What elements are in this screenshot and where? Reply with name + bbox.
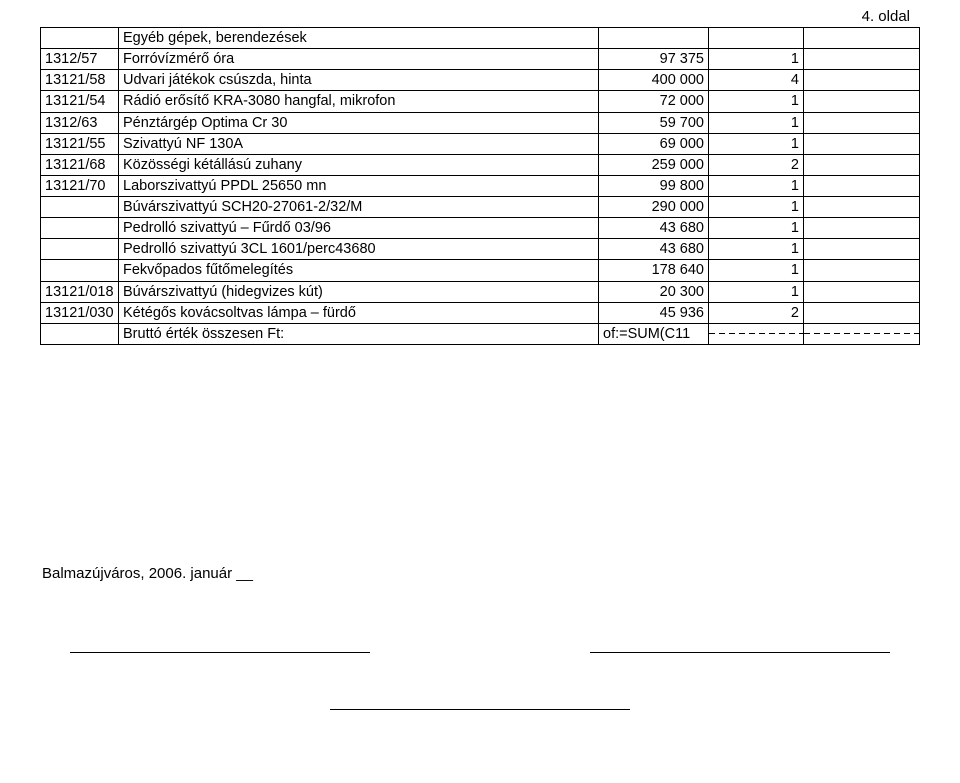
- cell-blank: [804, 175, 920, 196]
- cell-desc: Közösségi kétállású zuhany: [119, 154, 599, 175]
- cell-qty: 1: [709, 218, 804, 239]
- section-heading-row: Egyéb gépek, berendezések: [41, 28, 920, 49]
- cell-value: 20 300: [599, 281, 709, 302]
- cell-code: 13121/030: [41, 302, 119, 323]
- table-row: 13121/55Szivattyú NF 130A69 0001: [41, 133, 920, 154]
- cell-code: [41, 260, 119, 281]
- cell-desc: Búvárszivattyú (hidegvizes kút): [119, 281, 599, 302]
- cell-code: [41, 218, 119, 239]
- cell-blank: [804, 49, 920, 70]
- cell-blank: [804, 112, 920, 133]
- cell-qty: 1: [709, 133, 804, 154]
- total-label: Bruttó érték összesen Ft:: [119, 323, 599, 344]
- cell-blank: [804, 239, 920, 260]
- total-value: of:=SUM(C11: [599, 323, 709, 344]
- cell-desc: Pénztárgép Optima Cr 30: [119, 112, 599, 133]
- cell-value: 99 800: [599, 175, 709, 196]
- table-row: 13121/54Rádió erősítő KRA-3080 hangfal, …: [41, 91, 920, 112]
- table-row: 13121/68Közösségi kétállású zuhany259 00…: [41, 154, 920, 175]
- table-row: Búvárszivattyú SCH20-27061-2/32/M290 000…: [41, 197, 920, 218]
- cell-qty: 2: [709, 154, 804, 175]
- cell-value: 43 680: [599, 218, 709, 239]
- cell-blank: [804, 91, 920, 112]
- cell-value: 290 000: [599, 197, 709, 218]
- cell-blank: [804, 154, 920, 175]
- cell-blank: [41, 323, 119, 344]
- cell-qty: 1: [709, 175, 804, 196]
- cell-qty: 1: [709, 49, 804, 70]
- signature-row-top: [40, 652, 920, 654]
- total-dash: [709, 323, 804, 344]
- cell-qty: 1: [709, 239, 804, 260]
- cell-blank: [709, 28, 804, 49]
- total-row: Bruttó érték összesen Ft:of:=SUM(C11: [41, 323, 920, 344]
- cell-qty: 1: [709, 281, 804, 302]
- cell-code: [41, 239, 119, 260]
- cell-qty: 1: [709, 260, 804, 281]
- table-row: 1312/63Pénztárgép Optima Cr 3059 7001: [41, 112, 920, 133]
- cell-blank: [804, 70, 920, 91]
- table-row: 13121/018Búvárszivattyú (hidegvizes kút)…: [41, 281, 920, 302]
- cell-blank: [804, 302, 920, 323]
- cell-blank: [804, 197, 920, 218]
- cell-blank: [804, 260, 920, 281]
- table-row: 1312/57Forróvízmérő óra97 3751: [41, 49, 920, 70]
- table-row: Pedrolló szivattyú – Fűrdő 03/9643 6801: [41, 218, 920, 239]
- cell-code: 13121/68: [41, 154, 119, 175]
- footer-location-date: Balmazújváros, 2006. január __: [40, 565, 920, 582]
- cell-desc: Kétégős kovácsoltvas lámpa – fürdő: [119, 302, 599, 323]
- signature-row-bottom: [40, 709, 920, 711]
- signature-line-center: [330, 709, 630, 711]
- cell-code: 13121/018: [41, 281, 119, 302]
- cell-blank: [41, 28, 119, 49]
- cell-desc: Szivattyú NF 130A: [119, 133, 599, 154]
- cell-desc: Forróvízmérő óra: [119, 49, 599, 70]
- page: 4. oldal Egyéb gépek, berendezések1312/5…: [0, 0, 960, 731]
- cell-desc: Rádió erősítő KRA-3080 hangfal, mikrofon: [119, 91, 599, 112]
- signature-line-left: [70, 652, 370, 654]
- cell-code: 1312/63: [41, 112, 119, 133]
- cell-value: 69 000: [599, 133, 709, 154]
- cell-code: 1312/57: [41, 49, 119, 70]
- table-row: Fekvőpados fűtőmelegítés178 6401: [41, 260, 920, 281]
- cell-value: 400 000: [599, 70, 709, 91]
- cell-desc: Udvari játékok csúszda, hinta: [119, 70, 599, 91]
- cell-value: 59 700: [599, 112, 709, 133]
- cell-desc: Búvárszivattyú SCH20-27061-2/32/M: [119, 197, 599, 218]
- cell-blank: [804, 28, 920, 49]
- cell-qty: 4: [709, 70, 804, 91]
- cell-blank: [804, 281, 920, 302]
- cell-desc: Pedrolló szivattyú – Fűrdő 03/96: [119, 218, 599, 239]
- cell-qty: 1: [709, 91, 804, 112]
- section-heading: Egyéb gépek, berendezések: [119, 28, 599, 49]
- cell-code: 13121/58: [41, 70, 119, 91]
- equipment-table: Egyéb gépek, berendezések1312/57Forróvíz…: [40, 27, 920, 345]
- cell-value: 259 000: [599, 154, 709, 175]
- cell-value: 72 000: [599, 91, 709, 112]
- cell-qty: 1: [709, 197, 804, 218]
- cell-code: 13121/54: [41, 91, 119, 112]
- cell-qty: 1: [709, 112, 804, 133]
- cell-value: 178 640: [599, 260, 709, 281]
- cell-desc: Laborszivattyú PPDL 25650 mn: [119, 175, 599, 196]
- cell-desc: Pedrolló szivattyú 3CL 1601/perc43680: [119, 239, 599, 260]
- cell-value: 97 375: [599, 49, 709, 70]
- table-row: 13121/58Udvari játékok csúszda, hinta400…: [41, 70, 920, 91]
- cell-blank: [804, 218, 920, 239]
- table-row: 13121/030Kétégős kovácsoltvas lámpa – fü…: [41, 302, 920, 323]
- cell-blank: [599, 28, 709, 49]
- cell-qty: 2: [709, 302, 804, 323]
- total-dash: [804, 323, 920, 344]
- cell-value: 43 680: [599, 239, 709, 260]
- page-number: 4. oldal: [40, 8, 920, 25]
- table-row: Pedrolló szivattyú 3CL 1601/perc4368043 …: [41, 239, 920, 260]
- cell-desc: Fekvőpados fűtőmelegítés: [119, 260, 599, 281]
- cell-code: 13121/70: [41, 175, 119, 196]
- cell-code: 13121/55: [41, 133, 119, 154]
- cell-value: 45 936: [599, 302, 709, 323]
- table-row: 13121/70Laborszivattyú PPDL 25650 mn99 8…: [41, 175, 920, 196]
- signature-line-right: [590, 652, 890, 654]
- cell-blank: [804, 133, 920, 154]
- cell-code: [41, 197, 119, 218]
